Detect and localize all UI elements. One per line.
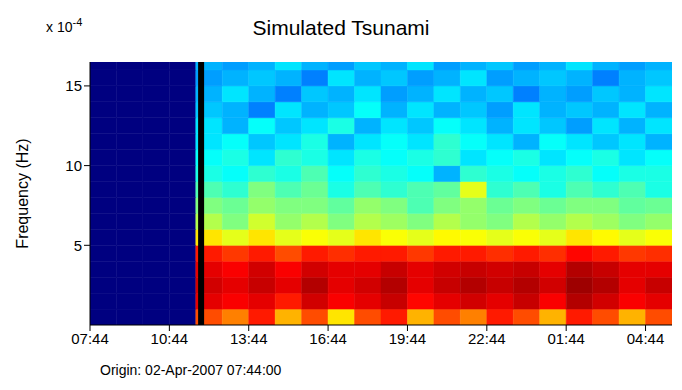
svg-text:22:44: 22:44 — [468, 330, 506, 347]
svg-text:13:44: 13:44 — [230, 330, 268, 347]
svg-text:10:44: 10:44 — [151, 330, 189, 347]
html-text:Simulated Tsunami: Simulated Tsunami — [252, 16, 430, 39]
svg-text:16:44: 16:44 — [309, 330, 347, 347]
html-text:Origin: 02-Apr-2007 07:44:00: Origin: 02-Apr-2007 07:44:00 — [100, 362, 282, 378]
html-text:x 10-4: x 10-4 — [46, 16, 83, 35]
svg-text:07:44: 07:44 — [71, 330, 109, 347]
svg-text:Frequency (Hz): Frequency (Hz) — [14, 138, 31, 248]
svg-text:04:44: 04:44 — [627, 330, 665, 347]
svg-text:10: 10 — [65, 157, 82, 174]
svg-text:01:44: 01:44 — [547, 330, 585, 347]
svg-text:19:44: 19:44 — [389, 330, 427, 347]
svg-text:15: 15 — [65, 77, 82, 94]
svg-text:5: 5 — [74, 237, 82, 254]
